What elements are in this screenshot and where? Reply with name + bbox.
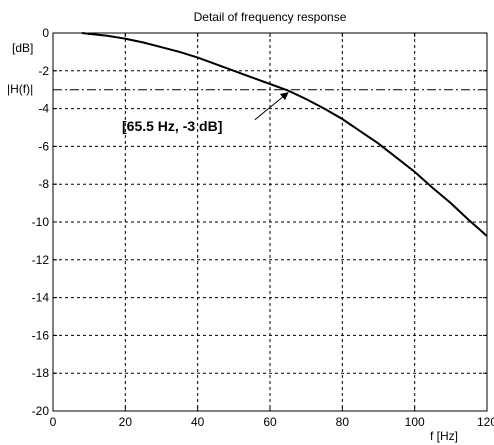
y-tick-label: -2 (38, 64, 49, 78)
annotation-arrow (254, 92, 289, 121)
y-tick-label: 0 (42, 26, 49, 40)
x-tick-label: 0 (50, 415, 57, 429)
x-tick-label: 80 (336, 415, 350, 429)
y-tick-label: -14 (32, 291, 50, 305)
y-axis-label: |H(f)| (7, 82, 33, 96)
y-tick-label: -4 (38, 102, 49, 116)
series-line (81, 32, 488, 237)
y-tick-label: -6 (38, 139, 49, 153)
x-tick-label: 20 (119, 415, 133, 429)
y-axis-ticks: 0 -2 -4 -6 -8 -10 -12 -14 -16 -18 -20 (32, 26, 487, 418)
x-tick-label: 60 (263, 415, 277, 429)
y-tick-label: -12 (32, 253, 50, 267)
x-tick-label: 40 (191, 415, 205, 429)
y-tick-label: -8 (38, 177, 49, 191)
grid (53, 33, 487, 411)
y-tick-label: -10 (32, 215, 50, 229)
x-tick-label: 120 (477, 415, 494, 429)
y-tick-label: -16 (32, 328, 50, 342)
x-axis-label: f [Hz] (430, 429, 458, 443)
annotation-group: [65.5 Hz, -3 dB] (122, 92, 289, 134)
y-tick-label: -20 (32, 404, 50, 418)
y-tick-label: -18 (32, 366, 50, 380)
annotation-label: [65.5 Hz, -3 dB] (122, 118, 222, 134)
chart-title: Detail of frequency response (194, 10, 347, 24)
y-axis-unit: [dB] (12, 41, 33, 55)
x-tick-label: 100 (405, 415, 425, 429)
x-axis-ticks: 0 20 40 60 80 100 120 (50, 33, 494, 429)
